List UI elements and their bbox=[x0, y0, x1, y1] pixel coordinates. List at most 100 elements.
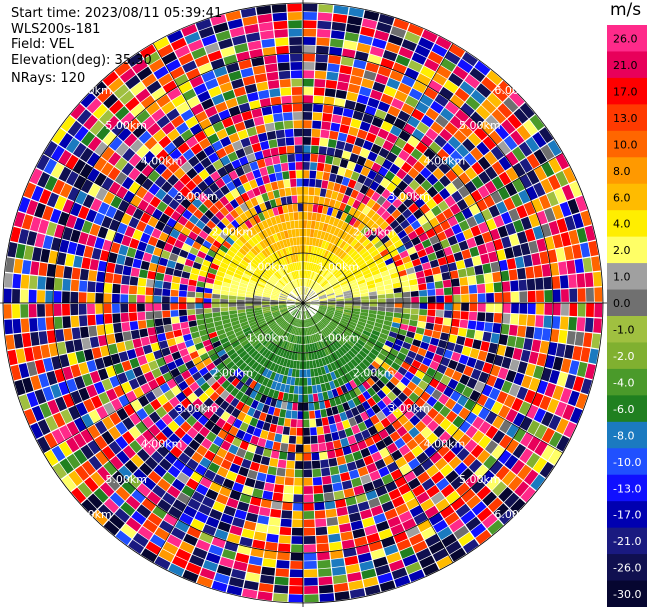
range-gate bbox=[421, 478, 435, 491]
range-gate bbox=[195, 111, 208, 123]
range-gate bbox=[299, 311, 302, 319]
range-gate bbox=[315, 286, 322, 293]
range-gate bbox=[402, 490, 416, 503]
ppi-ray bbox=[60, 115, 303, 303]
range-gate bbox=[204, 344, 214, 352]
range-gate bbox=[459, 374, 470, 386]
range-gate bbox=[197, 250, 207, 259]
range-gate bbox=[270, 147, 279, 157]
range-gate bbox=[346, 91, 358, 102]
range-gate bbox=[407, 246, 417, 256]
range-gate bbox=[311, 303, 319, 306]
range-gate bbox=[417, 249, 427, 258]
range-gate bbox=[525, 363, 536, 377]
range-gate bbox=[209, 244, 219, 253]
range-gate bbox=[292, 290, 299, 297]
range-gate bbox=[132, 532, 149, 548]
range-gate bbox=[274, 326, 281, 334]
range-gate bbox=[388, 267, 398, 275]
range-gate bbox=[313, 493, 324, 502]
range-gate bbox=[150, 450, 164, 464]
range-gate bbox=[377, 298, 386, 303]
range-gate bbox=[460, 311, 469, 320]
range-gate bbox=[201, 34, 217, 47]
range-gate bbox=[212, 289, 221, 295]
range-gate bbox=[323, 197, 331, 207]
range-gate bbox=[288, 594, 303, 603]
range-gate bbox=[485, 114, 500, 130]
range-gate bbox=[318, 146, 327, 155]
range-gate bbox=[361, 238, 371, 247]
range-gate bbox=[360, 474, 372, 485]
range-gate bbox=[70, 315, 80, 328]
range-gate bbox=[552, 234, 563, 249]
range-gate bbox=[181, 271, 191, 279]
range-gate bbox=[430, 337, 440, 346]
range-gate bbox=[204, 106, 218, 118]
range-gate bbox=[519, 303, 528, 314]
range-gate bbox=[179, 541, 195, 554]
range-gate bbox=[264, 396, 273, 406]
ring-label: 3.00km bbox=[388, 402, 430, 415]
range-gate bbox=[362, 269, 371, 276]
range-gate bbox=[420, 179, 433, 191]
range-gate bbox=[329, 264, 336, 272]
range-gate bbox=[399, 546, 415, 559]
range-gate bbox=[284, 128, 294, 138]
ppi-ray bbox=[154, 310, 300, 570]
range-gate bbox=[372, 478, 385, 489]
range-gate bbox=[223, 322, 232, 329]
range-gate bbox=[399, 463, 412, 476]
range-gate bbox=[464, 180, 477, 194]
range-gate bbox=[440, 356, 451, 367]
range-gate bbox=[216, 493, 229, 505]
range-gate bbox=[291, 527, 303, 536]
range-gate bbox=[352, 528, 366, 539]
range-gate bbox=[328, 344, 335, 353]
range-gate bbox=[322, 475, 332, 485]
range-gate bbox=[426, 282, 435, 290]
range-gate bbox=[303, 195, 309, 204]
range-gate bbox=[367, 283, 376, 289]
range-gate bbox=[42, 235, 54, 250]
range-gate bbox=[303, 95, 313, 104]
range-gate bbox=[376, 21, 392, 34]
range-gate bbox=[310, 297, 319, 301]
range-gate bbox=[357, 174, 367, 184]
range-gate bbox=[561, 303, 569, 316]
range-gate bbox=[270, 307, 279, 310]
range-gate bbox=[355, 458, 366, 469]
range-gate bbox=[214, 200, 224, 211]
range-gate bbox=[10, 226, 21, 243]
range-gate bbox=[340, 280, 348, 286]
range-gate bbox=[347, 572, 362, 582]
range-gate bbox=[247, 358, 256, 368]
range-gate bbox=[393, 287, 402, 293]
range-gate bbox=[184, 237, 195, 247]
range-gate bbox=[343, 269, 352, 276]
range-gate bbox=[247, 40, 262, 51]
range-gate bbox=[280, 258, 286, 266]
range-gate bbox=[233, 560, 248, 572]
range-gate bbox=[223, 144, 235, 155]
range-gate bbox=[339, 356, 347, 366]
range-gate bbox=[311, 300, 319, 303]
range-gate bbox=[506, 258, 517, 270]
range-gate bbox=[274, 336, 281, 345]
range-gate bbox=[287, 316, 294, 323]
range-gate bbox=[293, 128, 303, 137]
range-gate bbox=[184, 339, 195, 348]
range-gate bbox=[431, 266, 441, 275]
range-gate bbox=[245, 572, 260, 583]
range-gate bbox=[4, 319, 13, 335]
range-gate bbox=[306, 310, 311, 318]
range-gate bbox=[361, 306, 369, 310]
range-gate bbox=[448, 136, 461, 150]
range-gate bbox=[349, 153, 359, 163]
range-gate bbox=[435, 310, 444, 318]
range-gate bbox=[279, 330, 285, 338]
range-gate bbox=[396, 426, 408, 437]
range-gate bbox=[373, 556, 388, 568]
range-gate bbox=[428, 79, 443, 93]
range-gate bbox=[294, 220, 299, 229]
